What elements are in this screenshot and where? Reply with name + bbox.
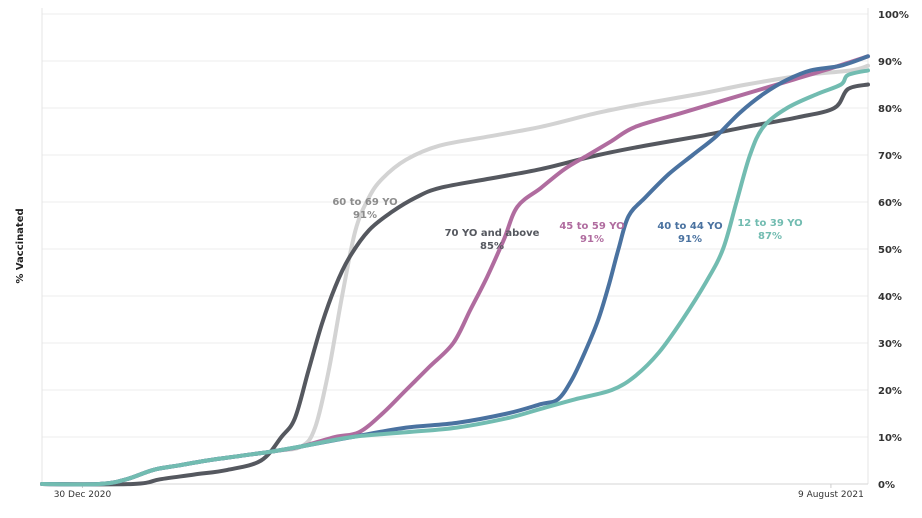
y-tick-label: 80% bbox=[878, 104, 902, 115]
y-tick-label: 70% bbox=[878, 151, 902, 162]
series-labels: 60 to 69 YO 91% 70 YO and above 85% 45 to 59… bbox=[332, 197, 802, 252]
series-value-45-to-59-yo: 91% bbox=[580, 234, 604, 245]
series-label-60-to-69-yo: 60 to 69 YO bbox=[332, 197, 397, 208]
series-value-70-yo-and-above: 85% bbox=[480, 241, 504, 252]
series-value-40-to-44-yo: 91% bbox=[678, 234, 702, 245]
series-label-12-to-39-yo: 12 to 39 YO bbox=[737, 218, 802, 229]
gridlines bbox=[42, 13, 868, 438]
y-tick-label: 50% bbox=[878, 245, 902, 256]
y-tick-label: 90% bbox=[878, 57, 902, 68]
series-label-45-to-59-yo: 45 to 59 YO bbox=[559, 221, 624, 232]
y-axis-title: % Vaccinated bbox=[15, 208, 26, 283]
series-label-70-yo-and-above: 70 YO and above bbox=[445, 228, 540, 239]
y-tick-label: 40% bbox=[878, 292, 902, 303]
series-value-60-to-69-yo: 91% bbox=[353, 210, 377, 221]
y-tick-label: 20% bbox=[878, 386, 902, 397]
x-tick-label: 30 Dec 2020 bbox=[54, 490, 112, 500]
axes: 0% 10% 20% 30% 40% 50% 60% 70% 80% 90% 100% 30 Dec … bbox=[41, 8, 909, 500]
series-line-40-to-44-yo bbox=[40, 54, 870, 487]
series-value-12-to-39-yo: 87% bbox=[758, 231, 782, 242]
y-tick-label: 60% bbox=[878, 198, 902, 209]
series-line-70-yo-and-above bbox=[40, 82, 870, 487]
series-label-40-to-44-yo: 40 to 44 YO bbox=[657, 221, 722, 232]
y-tick-label: 30% bbox=[878, 339, 902, 350]
series-lines bbox=[40, 54, 870, 487]
series-line-12-to-39-yo bbox=[40, 68, 870, 487]
series-line-45-to-59-yo bbox=[40, 54, 870, 487]
x-tick-label: 9 August 2021 bbox=[798, 490, 864, 500]
y-tick-label: 0% bbox=[878, 480, 895, 491]
y-tick-label: 10% bbox=[878, 433, 902, 444]
y-tick-label: 100% bbox=[878, 10, 909, 21]
